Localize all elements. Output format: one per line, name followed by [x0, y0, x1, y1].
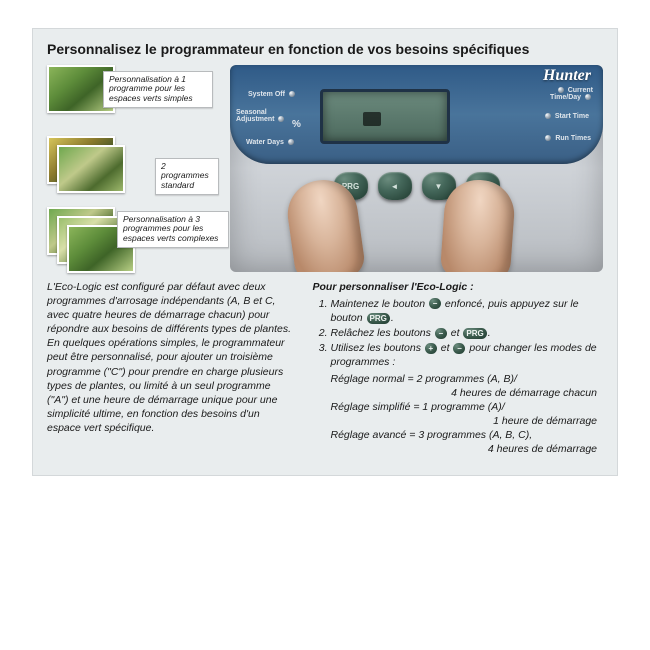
step-1: Maintenez le bouton − enfoncé, puis appu… — [330, 297, 603, 325]
device-label: CurrentTime/Day — [550, 87, 593, 101]
mode-line: Réglage simplifié = 1 programme (A)/ — [312, 400, 603, 414]
prg-icon: PRG — [463, 328, 486, 339]
thumb-caption: 2 programmes standard — [155, 158, 219, 195]
lower-columns: L'Eco-Logic est configuré par défaut ave… — [47, 280, 603, 457]
brand-logo: Hunter — [543, 67, 591, 85]
device-label: System Off — [248, 91, 297, 98]
prg-icon: PRG — [367, 313, 390, 324]
mode-line: Réglage normal = 2 programmes (A, B)/ — [312, 372, 603, 386]
device-label: Start Time — [543, 113, 589, 120]
page-title: Personnalisez le programmateur en foncti… — [47, 41, 603, 59]
device-button[interactable]: ◄ — [378, 172, 412, 200]
device-faceplate: Hunter System Off SeasonalAdjustment Wat… — [230, 65, 603, 164]
step-3: Utilisez les boutons + et − pour changer… — [330, 341, 603, 369]
minus-icon: − — [453, 343, 465, 354]
minus-icon: − — [429, 298, 441, 309]
indicator-dot-icon — [545, 113, 551, 119]
thumb-image — [57, 145, 125, 193]
hero-row: Personnalisation à 1 programme pour les … — [47, 65, 603, 272]
mode-detail: 4 heures de démarrage chacun — [312, 386, 603, 400]
finger-right — [440, 177, 517, 271]
mode-line: Réglage avancé = 3 programmes (A, B, C), — [312, 428, 603, 442]
instruction-steps: Maintenez le bouton − enfoncé, puis appu… — [312, 297, 603, 370]
mode-detail: 4 heures de démarrage — [312, 442, 603, 456]
indicator-dot-icon — [278, 116, 284, 122]
lcd-screen — [320, 89, 450, 144]
thumb-stack — [47, 136, 127, 192]
thumb-row: Personnalisation à 1 programme pour les … — [47, 65, 222, 130]
thumb-caption: Personnalisation à 1 programme pour les … — [103, 71, 213, 108]
instructions-heading: Pour personnaliser l'Eco-Logic : — [312, 280, 603, 294]
device-label: Water Days — [246, 139, 296, 146]
minus-icon: − — [435, 328, 447, 339]
mode-detail: 1 heure de démarrage — [312, 414, 603, 428]
thumb-stack — [47, 207, 127, 263]
thumb-caption: Personnalisation à 3 programmes pour les… — [117, 211, 229, 248]
thumb-row: 2 programmes standard — [47, 136, 222, 201]
device-label: Run Times — [543, 135, 591, 142]
description-paragraph: L'Eco-Logic est configuré par défaut ave… — [47, 280, 294, 457]
indicator-dot-icon — [545, 135, 551, 141]
step-2: Relâchez les boutons − et PRG. — [330, 326, 603, 340]
device-photo: Hunter System Off SeasonalAdjustment Wat… — [230, 65, 603, 272]
indicator-dot-icon — [289, 91, 295, 97]
thumb-row: Personnalisation à 3 programmes pour les… — [47, 207, 222, 272]
percent-label: % — [292, 120, 301, 130]
infographic-panel: Personnalisez le programmateur en foncti… — [32, 28, 618, 476]
instructions-column: Pour personnaliser l'Eco-Logic : Mainten… — [312, 280, 603, 457]
plus-icon: + — [425, 343, 437, 354]
indicator-dot-icon — [288, 139, 294, 145]
device-label: SeasonalAdjustment — [236, 109, 286, 123]
indicator-dot-icon — [558, 87, 564, 93]
thumbnail-column: Personnalisation à 1 programme pour les … — [47, 65, 222, 272]
